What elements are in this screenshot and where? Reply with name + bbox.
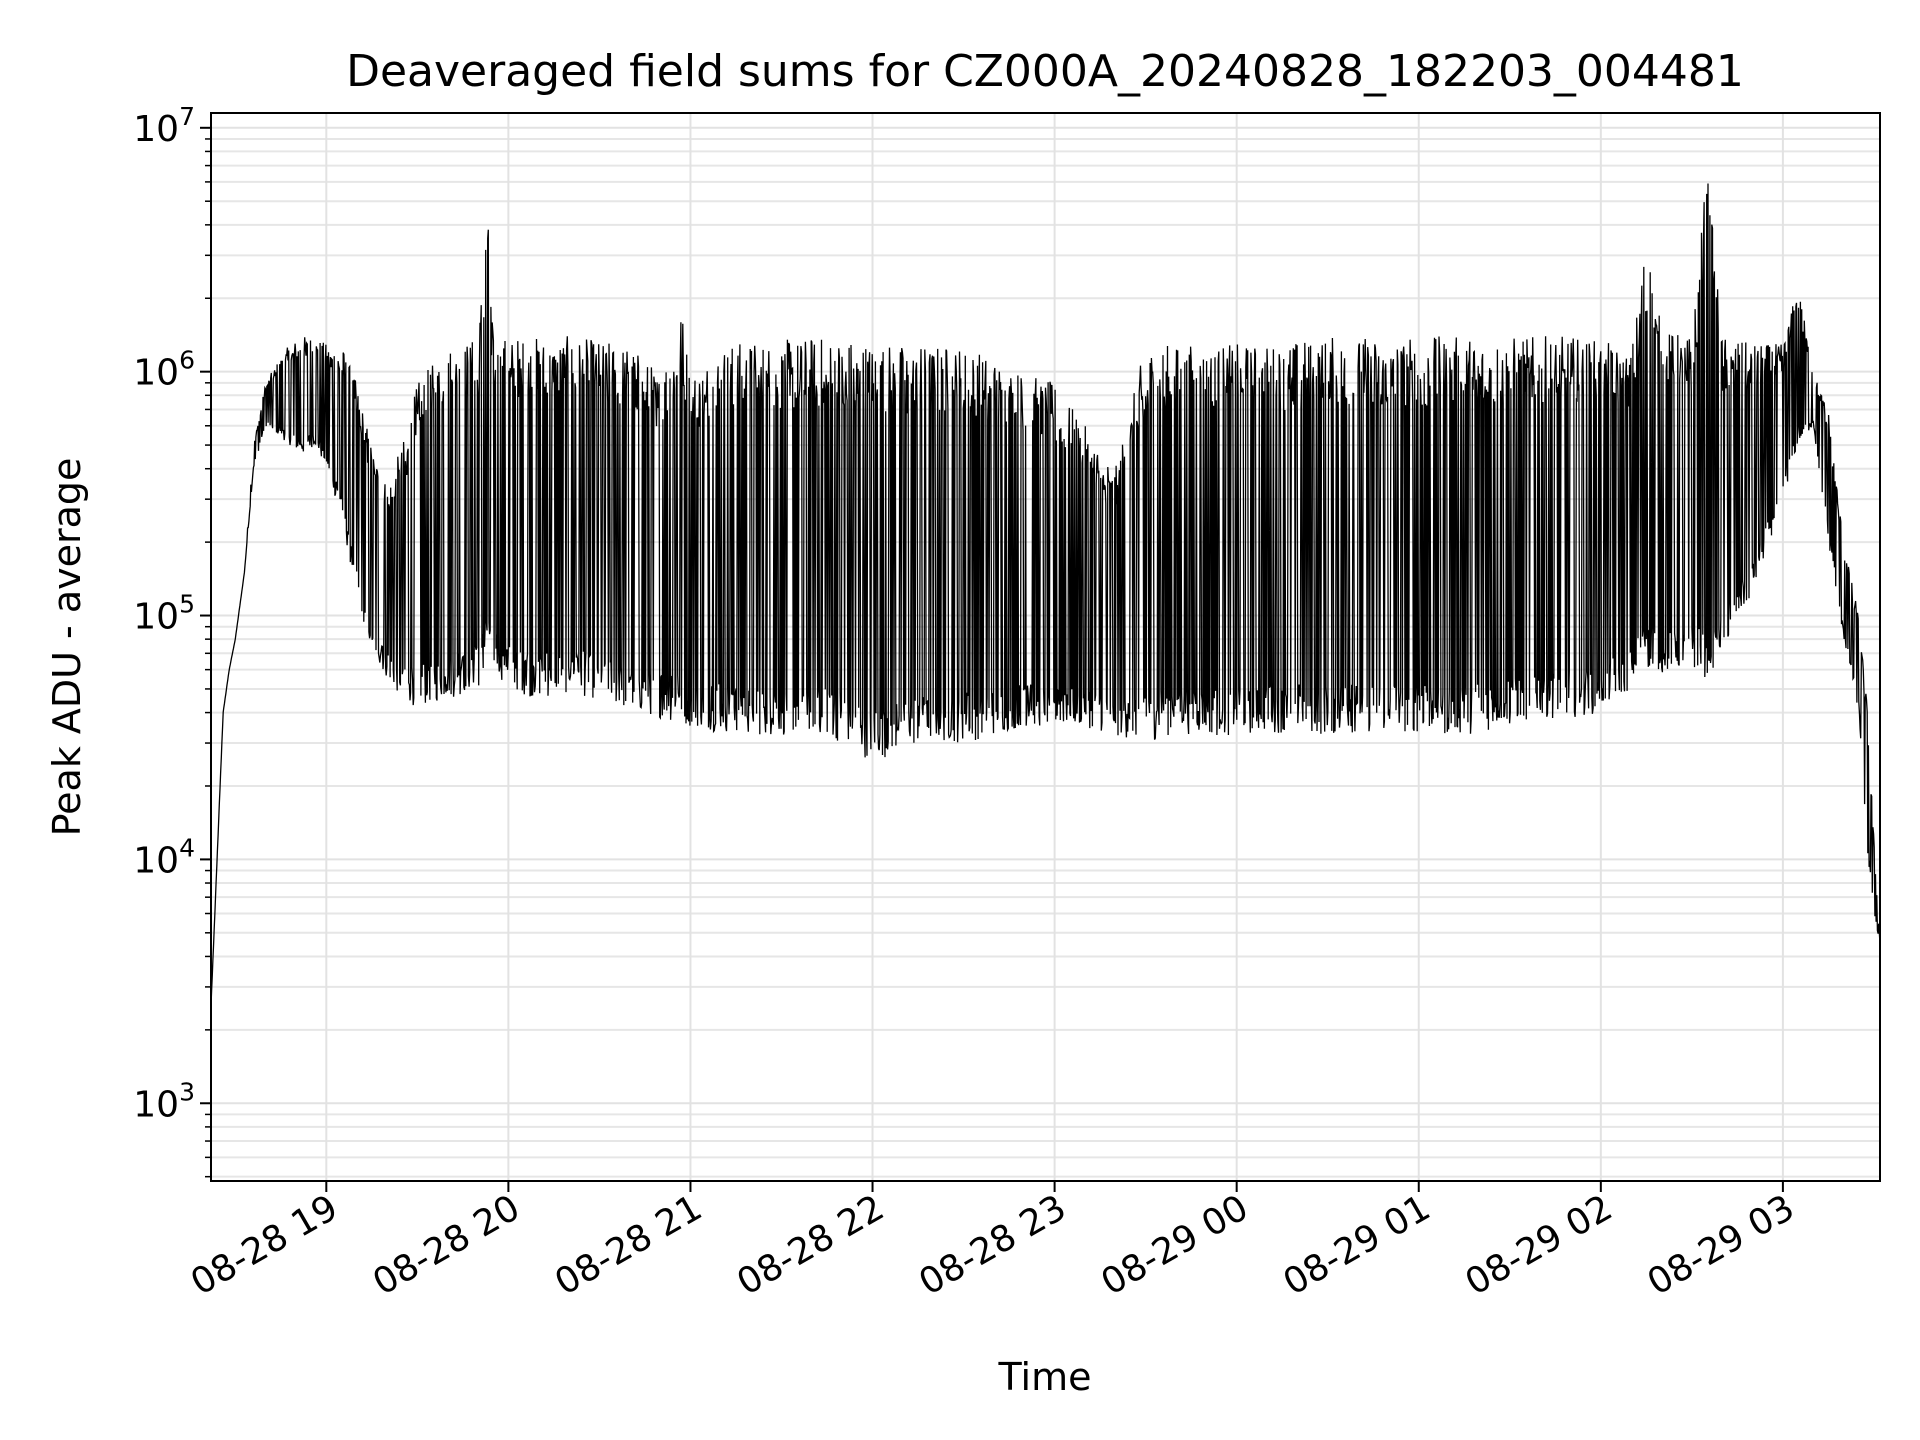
y-tick-label: 106: [133, 346, 195, 394]
y-tick-label: 103: [133, 1077, 195, 1125]
y-tick-label: 104: [133, 833, 195, 881]
y-tick-label: 107: [133, 102, 195, 150]
chart-title: Deaveraged field sums for CZ000A_2024082…: [346, 46, 1744, 97]
y-tick-label: 105: [133, 590, 195, 638]
data-layer: [210, 183, 1881, 1007]
y-axis: 103 104 105 106 107: [133, 102, 211, 1178]
series-line: [210, 183, 1881, 1007]
y-axis-label: Peak ADU - average: [45, 458, 89, 837]
x-axis-label: Time: [998, 1355, 1092, 1399]
plot-frame: [210, 112, 1881, 1182]
